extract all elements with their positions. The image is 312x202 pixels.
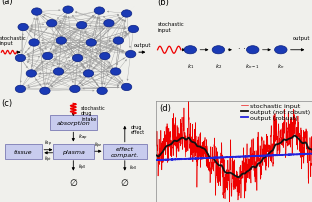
- Circle shape: [32, 9, 42, 16]
- output (robust): [310, 153, 312, 155]
- Circle shape: [184, 46, 197, 55]
- output (not robust): [293, 135, 296, 137]
- Circle shape: [94, 8, 105, 15]
- Text: $k_{pe}$: $k_{pe}$: [94, 140, 103, 150]
- Circle shape: [15, 55, 26, 62]
- output (not robust): [279, 142, 282, 144]
- Circle shape: [121, 11, 132, 18]
- output (not robust): [223, 170, 227, 173]
- Text: $k_2$: $k_2$: [215, 62, 222, 70]
- Circle shape: [83, 70, 94, 78]
- Circle shape: [18, 24, 28, 32]
- Circle shape: [40, 88, 50, 95]
- Circle shape: [76, 22, 87, 30]
- Text: absorption: absorption: [56, 121, 90, 126]
- Circle shape: [100, 53, 110, 60]
- FancyBboxPatch shape: [50, 116, 97, 131]
- Text: $k_1$: $k_1$: [187, 62, 194, 70]
- stochastic input: [261, 144, 265, 146]
- Circle shape: [110, 68, 121, 76]
- Circle shape: [246, 46, 259, 55]
- Text: $k_n$: $k_n$: [277, 62, 285, 70]
- output (robust): [155, 159, 158, 162]
- Line: output (not robust): output (not robust): [156, 136, 312, 177]
- FancyBboxPatch shape: [53, 144, 94, 159]
- output (robust): [276, 154, 280, 157]
- Circle shape: [56, 38, 66, 45]
- Text: stochastic
input: stochastic input: [0, 35, 27, 46]
- Text: drug
effect: drug effect: [131, 124, 145, 135]
- Circle shape: [212, 46, 225, 55]
- stochastic input: [217, 167, 221, 169]
- Circle shape: [46, 20, 57, 28]
- stochastic input: [154, 141, 158, 143]
- output (not robust): [276, 143, 280, 146]
- stochastic input: [228, 201, 232, 202]
- Circle shape: [63, 7, 73, 14]
- FancyBboxPatch shape: [5, 144, 42, 159]
- Text: (b): (b): [158, 0, 169, 7]
- Text: output: output: [134, 43, 152, 48]
- Circle shape: [121, 84, 132, 91]
- Text: $k_{ap}$: $k_{ap}$: [78, 132, 87, 142]
- Circle shape: [275, 46, 287, 55]
- Circle shape: [29, 40, 39, 47]
- Text: (c): (c): [2, 99, 13, 108]
- Text: tissue: tissue: [14, 149, 33, 154]
- Line: stochastic input: stochastic input: [156, 94, 312, 202]
- Circle shape: [97, 88, 107, 95]
- Text: · · ·: · · ·: [237, 45, 251, 54]
- Text: (d): (d): [159, 103, 171, 112]
- stochastic input: [310, 145, 312, 147]
- output (robust): [261, 155, 265, 157]
- Circle shape: [113, 38, 124, 45]
- output (not robust): [217, 164, 221, 167]
- Text: $k_{n-1}$: $k_{n-1}$: [246, 62, 260, 70]
- Text: $k_{pt}$: $k_{pt}$: [44, 154, 52, 164]
- output (not robust): [170, 142, 174, 145]
- output (not robust): [154, 155, 158, 157]
- Text: output: output: [292, 35, 310, 40]
- Text: $k_{e0}$: $k_{e0}$: [129, 162, 138, 171]
- output (robust): [170, 158, 174, 161]
- FancyBboxPatch shape: [103, 144, 147, 159]
- Circle shape: [15, 86, 26, 93]
- output (robust): [279, 154, 282, 156]
- Circle shape: [72, 55, 83, 62]
- Text: plasma: plasma: [62, 149, 85, 154]
- output (not robust): [310, 149, 312, 151]
- Text: $k_{p0}$: $k_{p0}$: [78, 162, 87, 172]
- stochastic input: [276, 149, 280, 152]
- Circle shape: [125, 51, 136, 59]
- stochastic input: [170, 146, 174, 148]
- Text: effect
compart.: effect compart.: [111, 146, 139, 157]
- output (robust): [154, 159, 158, 161]
- Legend: stochastic input, output (not robust), output (robust): stochastic input, output (not robust), o…: [240, 102, 311, 121]
- Circle shape: [86, 40, 96, 47]
- Circle shape: [128, 26, 139, 34]
- output (not robust): [261, 157, 265, 160]
- Circle shape: [42, 53, 53, 60]
- output (robust): [310, 153, 312, 155]
- output (robust): [223, 156, 227, 159]
- Circle shape: [104, 20, 114, 28]
- Text: (a): (a): [2, 0, 13, 6]
- stochastic input: [223, 181, 227, 183]
- Text: $\varnothing$: $\varnothing$: [69, 176, 78, 187]
- stochastic input: [187, 93, 191, 95]
- Text: $k_{tp}$: $k_{tp}$: [44, 138, 52, 148]
- Text: $\varnothing$: $\varnothing$: [120, 176, 129, 187]
- Circle shape: [53, 68, 64, 76]
- Text: stochastic
input: stochastic input: [158, 22, 184, 33]
- stochastic input: [279, 135, 283, 137]
- output (robust): [217, 157, 221, 159]
- output (not robust): [236, 176, 240, 179]
- Circle shape: [26, 70, 37, 78]
- Text: stochastic
drug
intake: stochastic drug intake: [81, 105, 106, 122]
- Circle shape: [70, 86, 80, 93]
- Line: output (robust): output (robust): [156, 154, 312, 160]
